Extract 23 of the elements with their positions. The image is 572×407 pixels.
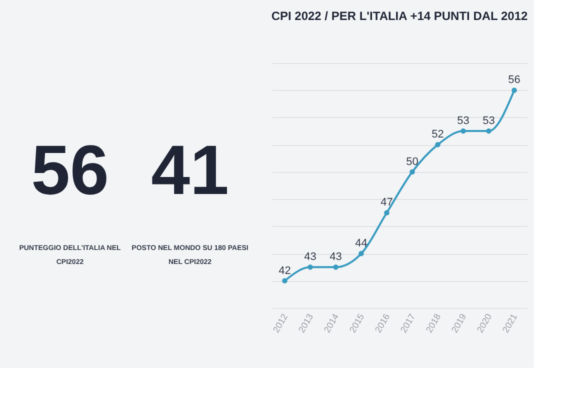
point: [308, 264, 313, 270]
data-label: 52: [432, 128, 444, 141]
data-label: 43: [330, 251, 342, 264]
data-label: 42: [278, 264, 291, 277]
text: 41: [151, 131, 229, 209]
point: [384, 210, 390, 216]
point: [460, 128, 466, 134]
point: [410, 169, 415, 175]
point: [282, 278, 288, 284]
data-label: 50: [406, 156, 418, 168]
text: 56: [31, 131, 109, 209]
chart-title: CPI 2022 / PER L'ITALIA +14 PUNTI DAL 2012: [271, 9, 528, 23]
data-label: 53: [482, 115, 495, 128]
point: [486, 128, 492, 134]
data-label: 47: [380, 196, 393, 209]
data-label: 43: [304, 251, 316, 264]
data-label: 53: [457, 115, 470, 128]
point: [435, 142, 440, 148]
data-label: 56: [508, 74, 520, 86]
point: [512, 88, 517, 93]
data-label: 44: [355, 238, 368, 250]
point: [333, 264, 338, 270]
point: [358, 250, 364, 256]
